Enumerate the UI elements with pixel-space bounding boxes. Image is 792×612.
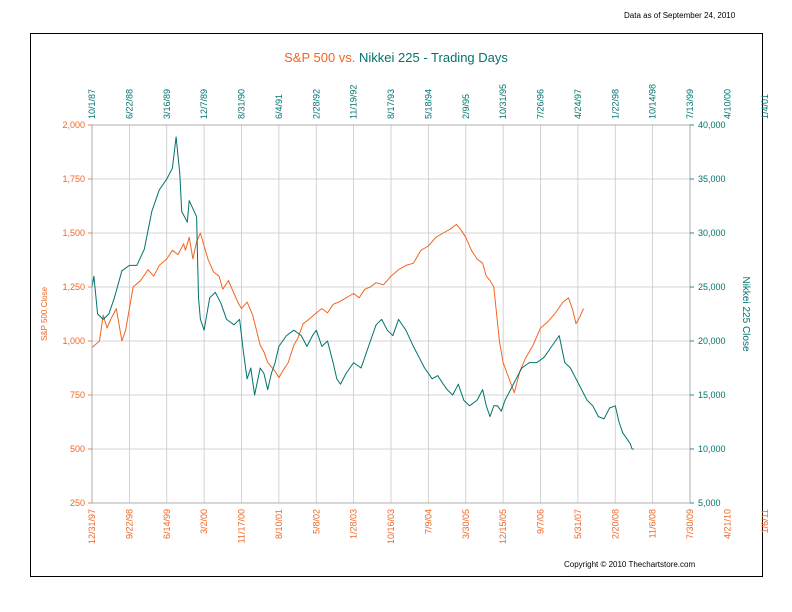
top-axis-date-labels: 10/1/87 6/22/88 3/16/89 12/7/89 8/31/90 6/4/9… [87,84,770,119]
top-date-label: 10/31/95 [498,84,508,119]
right-tick-label: 35,000 [698,174,726,184]
top-date-label: 8/31/90 [237,89,247,119]
bottom-date-label: 12/15/05 [498,509,508,544]
top-date-label: 7/26/96 [536,89,546,119]
right-tick-label: 10,000 [698,444,726,454]
bottom-date-label: 5/31/07 [573,509,583,539]
left-tick-label: 1,250 [62,282,85,292]
top-date-label: 2/9/95 [461,94,471,119]
copyright-note: Copyright © 2010 Thechartstore.com [564,560,696,569]
right-axis-label: Nikkei 225 Close [740,276,751,351]
left-tick-label: 1,750 [62,174,85,184]
grid-lines [92,125,690,503]
series-line-nikkei [91,136,634,450]
left-tick-label: 2,000 [62,120,85,130]
chart-title-part: S&P 500 vs. [284,50,355,65]
top-date-label: 4/10/00 [722,89,732,119]
top-date-label: 1/4/01 [760,94,770,119]
bottom-date-label: 11/6/08 [648,509,658,538]
top-date-label: 5/18/94 [423,89,433,119]
right-tick-label: 30,000 [698,228,726,238]
chart-frame [30,33,763,577]
bottom-date-label: 12/31/97 [87,509,97,544]
bottom-date-label: 3/30/05 [461,509,471,539]
bottom-date-label: 7/30/09 [685,509,695,539]
right-tick-label: 25,000 [698,282,726,292]
top-date-label: 10/14/98 [648,84,658,119]
left-axis-tick-labels: 2,000 1,750 1,500 1,250 1,000 750 500 250 [62,120,92,508]
right-tick-label: 15,000 [698,390,726,400]
bottom-date-label: 3/2/00 [199,509,209,534]
left-tick-label: 250 [70,498,85,508]
top-date-label: 3/16/89 [162,89,172,119]
chart-title-part: Nikkei 225 [355,50,419,65]
chart-title: S&P 500 vs. Nikkei 225 - Trading Days [284,50,508,65]
data-as-of-note: Data as of September 24, 2010 [624,11,736,20]
right-tick-label: 20,000 [698,336,726,346]
top-date-label: 8/17/93 [386,89,396,119]
top-date-label: 12/7/89 [199,89,209,119]
right-tick-label: 40,000 [698,120,726,130]
axes [91,124,691,504]
bottom-date-label: 5/8/02 [311,509,321,534]
bottom-date-label: 2/20/08 [610,509,620,539]
left-tick-label: 750 [70,390,85,400]
right-tick-label: 5,000 [698,498,721,508]
top-date-label: 6/22/88 [124,89,134,119]
bottom-date-label: 6/14/99 [162,509,172,539]
series-lines [91,136,634,450]
left-tick-label: 1,000 [62,336,85,346]
bottom-axis-date-labels: 12/31/97 9/22/98 6/14/99 3/2/00 11/17/00 8/10… [87,509,770,544]
right-axis-tick-labels: 40,000 35,000 30,000 25,000 20,000 15,000 10,0… [690,120,726,508]
top-date-label: 6/4/91 [274,94,284,119]
bottom-date-label: 10/16/03 [386,509,396,544]
top-date-label: 10/1/87 [87,89,97,119]
top-date-label: 11/19/92 [349,85,359,119]
bottom-date-label: 8/10/01 [274,509,284,539]
bottom-date-label: 4/21/10 [722,509,732,539]
series-line-sp500 [91,223,584,394]
top-date-label: 2/28/92 [311,89,321,119]
bottom-date-label: 1/6/11 [760,509,770,533]
top-date-label: 1/22/98 [610,89,620,119]
bottom-date-label: 11/17/00 [237,509,247,543]
plot-area-border [91,124,691,504]
bottom-date-label: 7/9/04 [423,509,433,534]
chart-title-part: - Trading Days [420,50,509,65]
left-axis-label: S&P 500 Close [40,286,49,341]
left-tick-label: 1,500 [62,228,85,238]
top-date-label: 7/13/99 [685,89,695,119]
bottom-date-label: 9/22/98 [124,509,134,539]
top-date-label: 4/24/97 [573,89,583,119]
bottom-date-label: 9/7/06 [536,509,546,534]
left-tick-label: 500 [70,444,85,454]
bottom-date-label: 1/28/03 [349,509,359,539]
